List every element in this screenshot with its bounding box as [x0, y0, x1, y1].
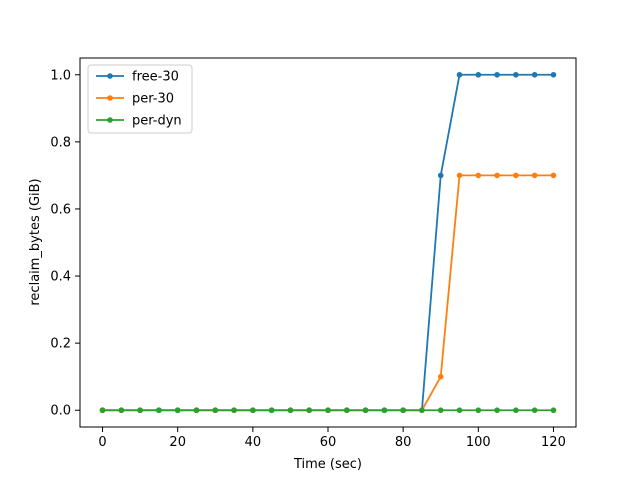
y-tick-label: 0.4	[50, 270, 71, 285]
data-point-per-30	[437, 373, 444, 380]
legend-box	[87, 64, 193, 134]
y-tick-label: 0.6	[50, 202, 71, 217]
legend-label-per-30: per-30	[132, 92, 174, 107]
data-point-per-dyn	[400, 407, 406, 414]
data-point-free-30	[513, 71, 519, 78]
data-point-per-30	[494, 172, 500, 179]
data-point-per-dyn	[343, 407, 350, 414]
data-point-per-dyn	[362, 407, 369, 414]
data-point-per-30	[475, 172, 482, 179]
data-point-per-dyn	[550, 407, 557, 414]
legend-label-per-dyn: per-dyn	[132, 114, 182, 129]
y-tick-label: 0.0	[50, 404, 71, 419]
data-point-per-dyn	[99, 407, 106, 414]
data-point-per-30	[456, 172, 463, 179]
x-tick-label: 40	[245, 435, 262, 450]
x-tick-label: 60	[320, 435, 337, 450]
data-point-free-30	[437, 172, 444, 179]
legend-marker-per-dyn	[107, 117, 113, 123]
data-point-per-dyn	[306, 407, 313, 414]
data-point-per-dyn	[494, 407, 500, 414]
data-point-per-30	[513, 172, 519, 179]
x-tick-label: 80	[395, 435, 412, 450]
legend-marker-free-30	[107, 73, 113, 79]
data-point-per-dyn	[137, 407, 143, 414]
data-point-per-dyn	[268, 407, 275, 414]
data-point-per-dyn	[475, 407, 482, 414]
data-point-per-dyn	[381, 407, 388, 414]
legend-label-free-30: free-30	[132, 70, 179, 85]
data-point-free-30	[550, 71, 557, 78]
data-point-per-dyn	[456, 407, 463, 414]
plot-area: 0 20 40 60 80 100 120 0.0 0.2 0.4 0.6 0.8 1.0 free-30…	[50, 57, 577, 450]
data-point-per-30	[550, 172, 557, 179]
y-tick-label: 0.2	[50, 337, 71, 352]
x-tick-label: 120	[541, 435, 566, 450]
data-point-per-dyn	[250, 407, 256, 414]
x-tick-label: 20	[169, 435, 186, 450]
data-point-per-dyn	[419, 407, 425, 414]
data-point-per-dyn	[437, 407, 444, 414]
data-point-per-dyn	[156, 407, 162, 414]
y-axis-label: reclaim_bytes (GiB)	[28, 178, 43, 305]
data-point-per-dyn	[118, 407, 125, 414]
data-point-per-dyn	[231, 407, 237, 414]
x-tick-label: 100	[466, 435, 491, 450]
legend-marker-per-30	[107, 95, 113, 101]
data-point-free-30	[531, 71, 538, 78]
data-point-free-30	[475, 71, 482, 78]
data-point-per-30	[531, 172, 538, 179]
data-point-per-dyn	[513, 407, 519, 414]
data-point-per-dyn	[174, 407, 181, 414]
data-point-free-30	[456, 71, 463, 78]
data-point-free-30	[494, 71, 500, 78]
data-point-per-dyn	[287, 407, 294, 414]
x-tick-label: 0	[98, 435, 106, 450]
data-point-per-dyn	[325, 407, 331, 414]
y-tick-label: 0.8	[50, 135, 71, 150]
data-point-per-dyn	[193, 407, 200, 414]
y-tick-label: 1.0	[50, 68, 71, 83]
data-point-per-dyn	[212, 407, 219, 414]
data-point-per-dyn	[531, 407, 538, 414]
x-axis-label: Time (sec)	[293, 457, 362, 472]
